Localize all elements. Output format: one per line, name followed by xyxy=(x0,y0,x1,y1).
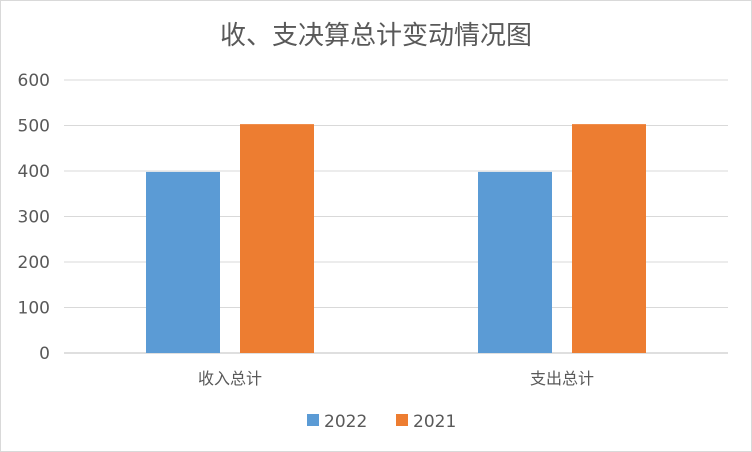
bar-2022-2 xyxy=(478,171,552,353)
y-tick-label: 500 xyxy=(18,117,50,137)
chart-title: 收、支决算总计变动情况图 xyxy=(220,21,532,51)
y-axis-ticks: 0 100 200 300 400 500 600 xyxy=(18,71,50,364)
x-category-label: 收入总计 xyxy=(198,369,262,388)
bar-2021-2 xyxy=(572,124,646,353)
y-tick-label: 300 xyxy=(18,208,50,228)
bar-2021-1 xyxy=(240,124,314,353)
y-tick-label: 200 xyxy=(18,253,50,273)
y-tick-label: 100 xyxy=(18,299,50,319)
x-category-label: 支出总计 xyxy=(530,369,594,388)
bars xyxy=(146,124,646,353)
y-tick-label: 600 xyxy=(18,71,50,91)
x-axis-categories: 收入总计 支出总计 xyxy=(198,369,594,388)
y-tick-label: 0 xyxy=(39,344,50,364)
legend-label-2022: 2022 xyxy=(324,412,367,432)
legend-swatch-2021 xyxy=(396,414,408,426)
legend-label-2021: 2021 xyxy=(413,412,456,432)
bar-2022-1 xyxy=(146,171,220,353)
legend-swatch-2022 xyxy=(307,414,319,426)
legend: 2022 2021 xyxy=(307,412,456,432)
y-tick-label: 400 xyxy=(18,162,50,182)
